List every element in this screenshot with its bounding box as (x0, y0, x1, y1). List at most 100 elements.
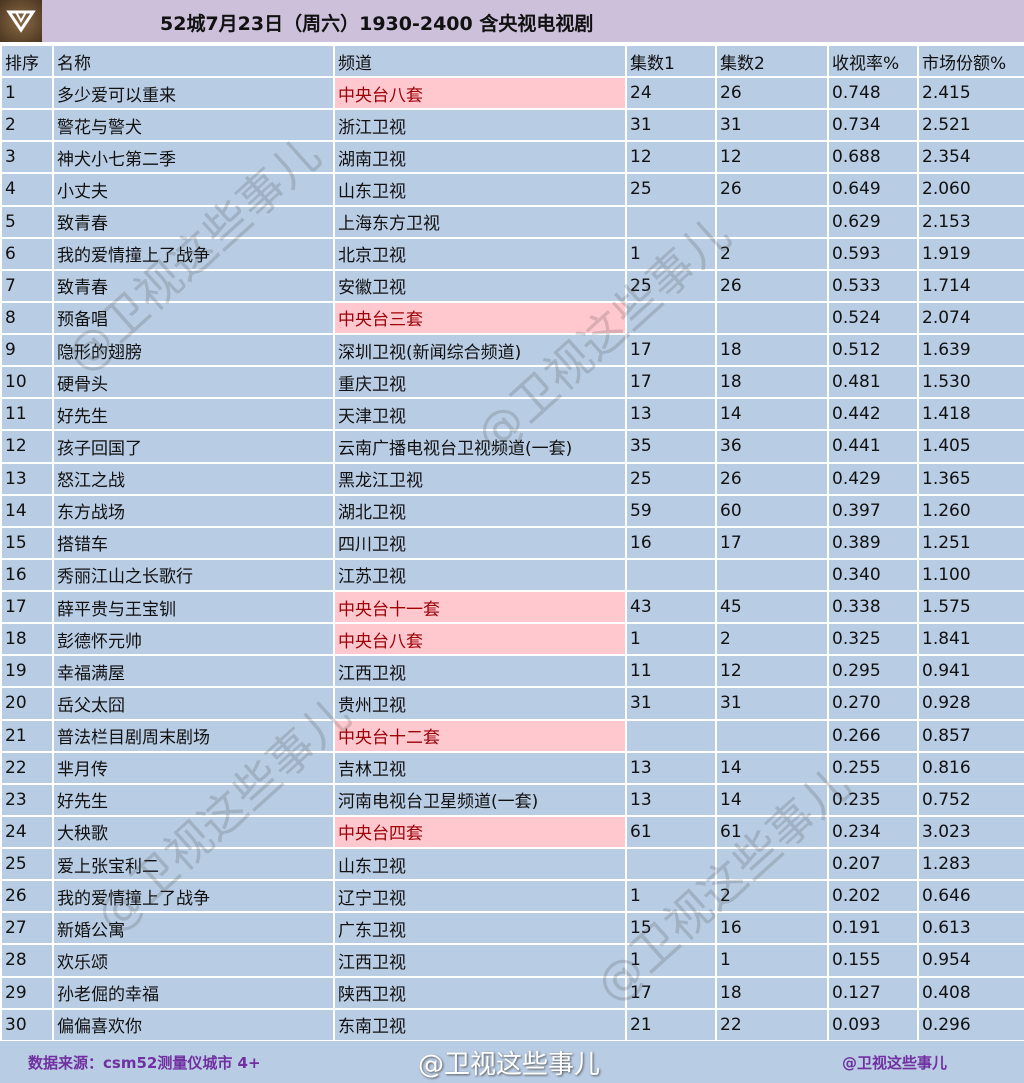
table-row: 5 致青春 上海东方卫视 0.629 2.153 (0, 204, 1024, 239)
table-row: 16 秀丽江山之长歌行 江苏卫视 0.340 1.100 (0, 557, 1024, 593)
diamond-logo-icon (0, 0, 42, 42)
cell-title: 我的爱情撞上了战争 (52, 879, 335, 914)
cell-rank: 30 (0, 1007, 54, 1042)
header-episode2: 集数2 (715, 44, 829, 78)
cell-share: 2.060 (917, 172, 1024, 207)
cell-title: 秀丽江山之长歌行 (52, 557, 335, 593)
cell-episode1: 17 (625, 365, 717, 400)
table-row: 12 孩子回国了 云南广播电视台卫视频道(一套) 35 36 0.441 1.405 (0, 429, 1024, 464)
cell-title: 我的爱情撞上了战争 (52, 236, 335, 271)
cell-episode1: 13 (625, 397, 717, 432)
cell-channel: 吉林卫视 (333, 750, 627, 785)
cell-rank: 22 (0, 750, 54, 785)
cell-rating: 0.429 (827, 461, 919, 496)
cell-title: 多少爱可以重来 (52, 75, 335, 111)
cell-title: 致青春 (52, 204, 335, 239)
cell-rating: 0.389 (827, 525, 919, 560)
cell-rank: 17 (0, 589, 54, 625)
cell-title: 芈月传 (52, 750, 335, 785)
cell-episode1: 21 (625, 1007, 717, 1042)
cell-episode2: 26 (715, 268, 829, 303)
cell-episode1: 24 (625, 75, 717, 111)
cell-rank: 12 (0, 429, 54, 464)
cell-episode1: 16 (625, 525, 717, 560)
cell-channel: 河南电视台卫星频道(一套) (333, 782, 627, 817)
cell-rating: 0.481 (827, 365, 919, 400)
cell-rating: 0.441 (827, 429, 919, 464)
cell-channel: 江西卫视 (333, 943, 627, 978)
cell-episode2: 2 (715, 879, 829, 914)
cell-episode1 (625, 204, 717, 239)
table-row: 1 多少爱可以重来 中央台八套 24 26 0.748 2.415 (0, 75, 1024, 111)
table-row: 15 搭错车 四川卫视 16 17 0.389 1.251 (0, 525, 1024, 560)
cell-episode1: 13 (625, 750, 717, 785)
cell-episode2: 45 (715, 589, 829, 625)
cell-episode1: 15 (625, 911, 717, 946)
cell-episode2: 18 (715, 332, 829, 368)
header-row: 排序 名称 频道 集数1 集数2 收视率% 市场份额% (0, 44, 1024, 78)
cell-episode1 (625, 557, 717, 593)
table-row: 7 致青春 安徽卫视 25 26 0.533 1.714 (0, 268, 1024, 303)
cell-channel: 中央台八套 (333, 75, 627, 111)
cell-rank: 13 (0, 461, 54, 496)
footer: 数据来源：csm52测量仪城市 4+ @卫视这些事儿 @卫视这些事儿 (0, 1041, 1024, 1083)
cell-rank: 21 (0, 718, 54, 753)
header-rating: 收视率% (827, 44, 919, 78)
cell-rank: 6 (0, 236, 54, 271)
cell-share: 1.405 (917, 429, 1024, 464)
cell-share: 2.415 (917, 75, 1024, 111)
cell-channel: 上海东方卫视 (333, 204, 627, 239)
author-handle: @卫视这些事儿 (842, 1054, 948, 1072)
cell-episode1: 31 (625, 108, 717, 143)
cell-episode2 (715, 204, 829, 239)
cell-channel: 天津卫视 (333, 397, 627, 432)
cell-rank: 14 (0, 493, 54, 528)
cell-channel: 安徽卫视 (333, 268, 627, 303)
table-row: 17 薛平贵与王宝钏 中央台十一套 43 45 0.338 1.575 (0, 589, 1024, 625)
table-row: 25 爱上张宝利二 山东卫视 0.207 1.283 (0, 846, 1024, 882)
cell-channel: 四川卫视 (333, 525, 627, 560)
cell-share: 1.418 (917, 397, 1024, 432)
cell-channel: 中央台四套 (333, 814, 627, 850)
cell-channel: 东南卫视 (333, 1007, 627, 1042)
cell-episode1: 1 (625, 943, 717, 978)
cell-episode1 (625, 718, 717, 753)
cell-rank: 7 (0, 268, 54, 303)
cell-rank: 16 (0, 557, 54, 593)
cell-rating: 0.442 (827, 397, 919, 432)
cell-share: 1.919 (917, 236, 1024, 271)
table-row: 20 岳父太囧 贵州卫视 31 31 0.270 0.928 (0, 686, 1024, 721)
cell-episode1: 25 (625, 461, 717, 496)
cell-rank: 28 (0, 943, 54, 978)
cell-rating: 0.325 (827, 622, 919, 657)
table-row: 14 东方战场 湖北卫视 59 60 0.397 1.260 (0, 493, 1024, 528)
cell-episode1: 31 (625, 686, 717, 721)
cell-share: 1.251 (917, 525, 1024, 560)
cell-title: 偏偏喜欢你 (52, 1007, 335, 1042)
cell-episode1: 1 (625, 622, 717, 657)
table-row: 10 硬骨头 重庆卫视 17 18 0.481 1.530 (0, 365, 1024, 400)
cell-episode2: 2 (715, 236, 829, 271)
cell-episode2: 36 (715, 429, 829, 464)
cell-channel: 云南广播电视台卫视频道(一套) (333, 429, 627, 464)
cell-rating: 0.270 (827, 686, 919, 721)
cell-episode1: 25 (625, 172, 717, 207)
cell-share: 2.521 (917, 108, 1024, 143)
cell-share: 1.841 (917, 622, 1024, 657)
header-title: 名称 (52, 44, 335, 78)
cell-rank: 15 (0, 525, 54, 560)
cell-share: 0.752 (917, 782, 1024, 817)
cell-title: 小丈夫 (52, 172, 335, 207)
cell-rank: 24 (0, 814, 54, 850)
cell-rating: 0.688 (827, 140, 919, 175)
table-row: 4 小丈夫 山东卫视 25 26 0.649 2.060 (0, 172, 1024, 207)
table-row: 9 隐形的翅膀 深圳卫视(新闻综合频道) 17 18 0.512 1.639 (0, 332, 1024, 368)
cell-title: 欢乐颂 (52, 943, 335, 978)
cell-rating: 0.649 (827, 172, 919, 207)
cell-title: 新婚公寓 (52, 911, 335, 946)
table-row: 22 芈月传 吉林卫视 13 14 0.255 0.816 (0, 750, 1024, 785)
cell-rank: 3 (0, 140, 54, 175)
cell-rating: 0.266 (827, 718, 919, 753)
cell-share: 0.646 (917, 879, 1024, 914)
cell-episode1 (625, 300, 717, 336)
